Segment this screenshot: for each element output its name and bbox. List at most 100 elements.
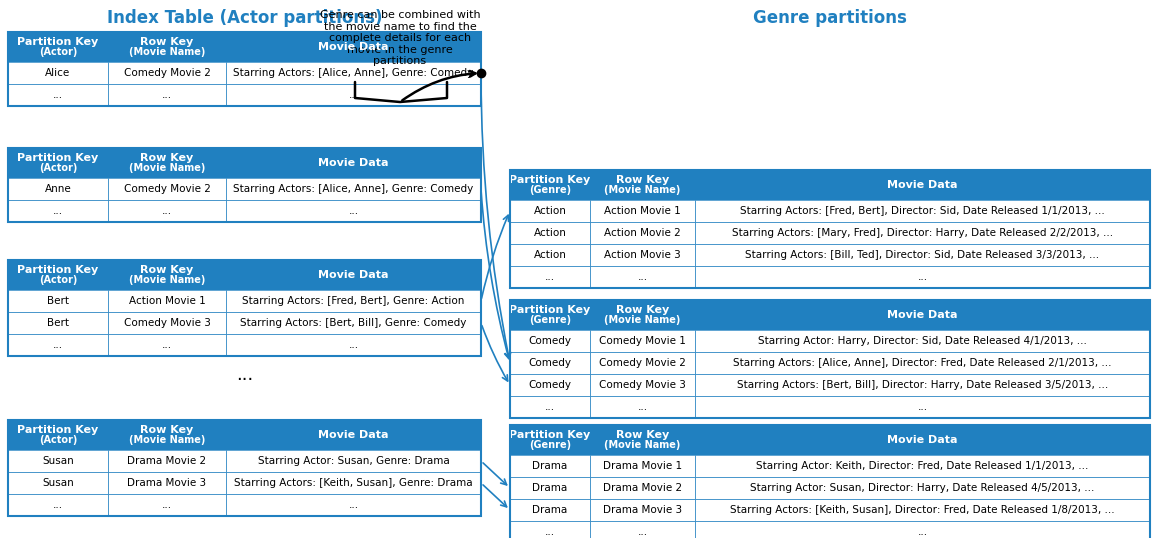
Bar xyxy=(510,300,590,330)
Text: ...: ... xyxy=(53,340,63,350)
Text: Row Key: Row Key xyxy=(616,175,669,185)
Bar xyxy=(107,472,225,494)
Text: ...: ... xyxy=(348,500,359,510)
Text: Partition Key: Partition Key xyxy=(509,430,591,440)
Text: Starring Actors: [Alice, Anne], Genre: Comedy: Starring Actors: [Alice, Anne], Genre: C… xyxy=(234,68,474,78)
Bar xyxy=(107,312,225,334)
Bar xyxy=(107,334,225,356)
Text: Row Key: Row Key xyxy=(140,265,194,274)
Bar xyxy=(695,396,1150,418)
Text: ...: ... xyxy=(917,527,927,537)
Bar xyxy=(8,260,107,290)
Bar xyxy=(510,499,590,521)
Bar xyxy=(107,32,225,62)
Text: Drama: Drama xyxy=(533,505,568,515)
Bar xyxy=(225,200,481,222)
Text: Starring Actors: [Keith, Susan], Director: Fred, Date Released 1/8/2013, ...: Starring Actors: [Keith, Susan], Directo… xyxy=(730,505,1114,515)
Bar xyxy=(225,472,481,494)
Bar xyxy=(510,222,590,244)
Bar xyxy=(510,244,590,266)
Text: Starring Actors: [Alice, Anne], Director: Fred, Date Released 2/1/2013, ...: Starring Actors: [Alice, Anne], Director… xyxy=(734,358,1112,368)
Bar xyxy=(510,200,590,222)
Bar xyxy=(510,396,590,418)
Text: Partition Key: Partition Key xyxy=(18,153,98,162)
Text: Starring Actor: Susan, Genre: Drama: Starring Actor: Susan, Genre: Drama xyxy=(258,456,450,466)
Text: (Movie Name): (Movie Name) xyxy=(128,164,206,173)
Bar xyxy=(695,499,1150,521)
Bar xyxy=(510,330,590,352)
Bar xyxy=(510,425,590,455)
Text: Starring Actor: Susan, Director: Harry, Date Released 4/5/2013, ...: Starring Actor: Susan, Director: Harry, … xyxy=(750,483,1094,493)
Text: Starring Actors: [Bill, Ted], Director: Sid, Date Released 3/3/2013, ...: Starring Actors: [Bill, Ted], Director: … xyxy=(745,250,1099,260)
Bar xyxy=(225,334,481,356)
Text: Drama: Drama xyxy=(533,461,568,471)
Text: Row Key: Row Key xyxy=(140,424,194,435)
Text: ...: ... xyxy=(917,272,927,282)
Bar xyxy=(225,290,481,312)
Bar xyxy=(695,521,1150,538)
Text: Drama Movie 3: Drama Movie 3 xyxy=(127,478,207,488)
Text: ...: ... xyxy=(348,206,359,216)
Text: Movie Data: Movie Data xyxy=(888,180,958,190)
Bar xyxy=(510,170,590,200)
Text: (Movie Name): (Movie Name) xyxy=(128,275,206,285)
Text: Partition Key: Partition Key xyxy=(18,265,98,274)
Text: Starring Actors: [Bert, Bill], Genre: Comedy: Starring Actors: [Bert, Bill], Genre: Co… xyxy=(241,318,467,328)
Bar xyxy=(695,170,1150,200)
Bar xyxy=(8,450,107,472)
Text: (Actor): (Actor) xyxy=(39,47,77,58)
Bar xyxy=(695,300,1150,330)
Text: ...: ... xyxy=(638,402,647,412)
Bar xyxy=(107,420,225,450)
Text: ...: ... xyxy=(162,90,172,100)
Text: Comedy Movie 2: Comedy Movie 2 xyxy=(124,184,210,194)
Text: Starring Actor: Harry, Director: Sid, Date Released 4/1/2013, ...: Starring Actor: Harry, Director: Sid, Da… xyxy=(758,336,1087,346)
Text: (Movie Name): (Movie Name) xyxy=(604,441,681,450)
Text: Starring Actors: [Alice, Anne], Genre: Comedy: Starring Actors: [Alice, Anne], Genre: C… xyxy=(234,184,474,194)
Bar xyxy=(590,170,695,200)
Text: Comedy: Comedy xyxy=(528,336,571,346)
Bar xyxy=(590,455,695,477)
Bar xyxy=(590,200,695,222)
Bar xyxy=(8,32,107,62)
Text: ...: ... xyxy=(53,206,63,216)
Bar xyxy=(225,62,481,84)
Text: ...: ... xyxy=(53,90,63,100)
Text: Starring Actors: [Mary, Fred], Director: Harry, Date Released 2/2/2013, ...: Starring Actors: [Mary, Fred], Director:… xyxy=(732,228,1113,238)
Text: Partition Key: Partition Key xyxy=(509,175,591,185)
Text: Drama Movie 2: Drama Movie 2 xyxy=(127,456,207,466)
Bar xyxy=(510,425,1150,538)
Bar xyxy=(107,450,225,472)
Text: Starring Actors: [Fred, Bert], Genre: Action: Starring Actors: [Fred, Bert], Genre: Ac… xyxy=(242,296,465,306)
Text: Comedy Movie 1: Comedy Movie 1 xyxy=(599,336,686,346)
Text: Movie Data: Movie Data xyxy=(888,435,958,445)
Bar xyxy=(225,32,481,62)
Text: ...: ... xyxy=(545,527,555,537)
Text: Comedy Movie 2: Comedy Movie 2 xyxy=(599,358,686,368)
Text: (Movie Name): (Movie Name) xyxy=(128,47,206,58)
Bar xyxy=(510,455,590,477)
Bar xyxy=(590,266,695,288)
Bar xyxy=(510,521,590,538)
Text: Starring Actor: Keith, Director: Fred, Date Released 1/1/2013, ...: Starring Actor: Keith, Director: Fred, D… xyxy=(757,461,1089,471)
Text: Starring Actors: [Keith, Susan], Genre: Drama: Starring Actors: [Keith, Susan], Genre: … xyxy=(235,478,473,488)
Bar xyxy=(695,477,1150,499)
Bar xyxy=(8,62,107,84)
Text: Comedy: Comedy xyxy=(528,358,571,368)
Text: ...: ... xyxy=(545,402,555,412)
Bar xyxy=(8,178,107,200)
Text: Movie Data: Movie Data xyxy=(318,158,389,168)
Text: (Movie Name): (Movie Name) xyxy=(604,186,681,195)
Text: Action Movie 2: Action Movie 2 xyxy=(604,228,681,238)
Text: (Actor): (Actor) xyxy=(39,435,77,445)
Bar xyxy=(8,84,107,106)
Text: Drama Movie 2: Drama Movie 2 xyxy=(603,483,682,493)
Bar xyxy=(107,200,225,222)
Bar xyxy=(107,178,225,200)
Text: Comedy: Comedy xyxy=(528,380,571,390)
Bar xyxy=(590,222,695,244)
Bar xyxy=(695,374,1150,396)
Bar xyxy=(107,290,225,312)
Bar xyxy=(225,178,481,200)
Text: ...: ... xyxy=(162,500,172,510)
